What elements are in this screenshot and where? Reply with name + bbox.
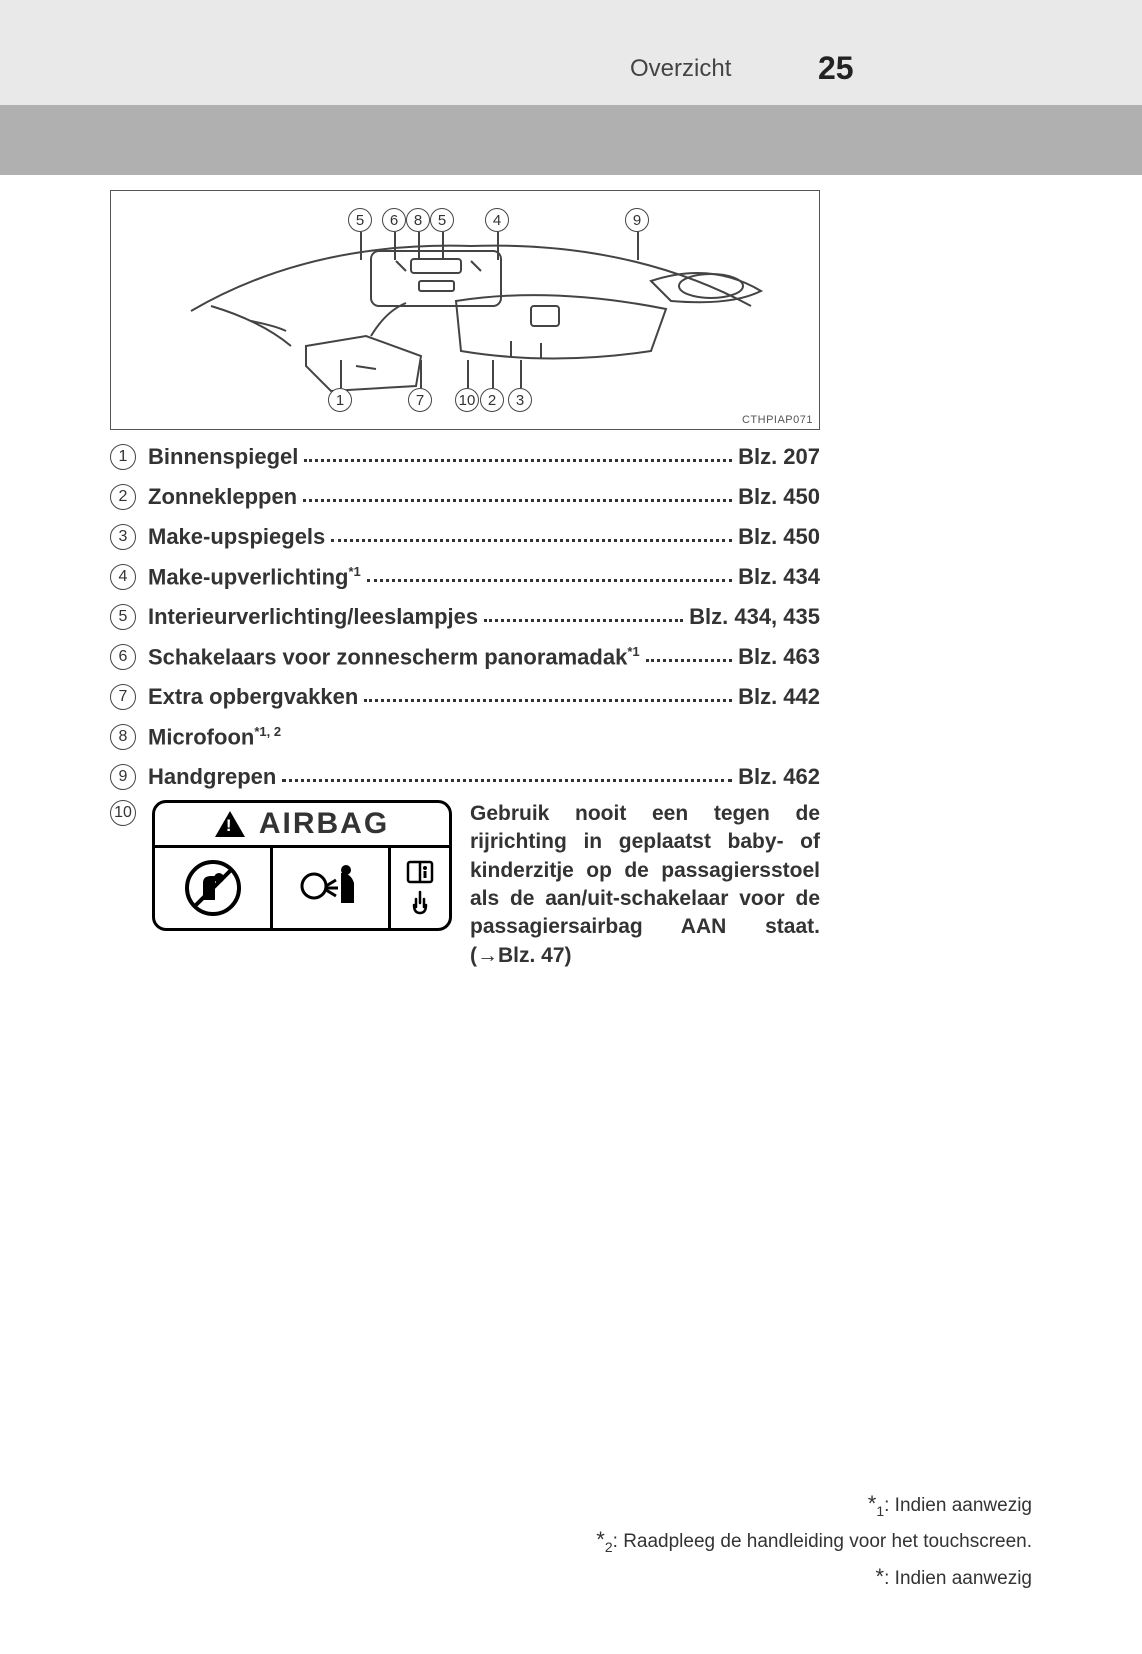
row-dots	[646, 650, 732, 662]
footnote: *2: Raadpleeg de handleiding voor het to…	[596, 1522, 1032, 1558]
header-bg	[0, 0, 1142, 105]
row-label: Interieurverlichting/leeslampjes	[148, 604, 478, 630]
gray-band	[0, 105, 1142, 175]
callout-line	[492, 360, 494, 388]
row-dots	[484, 610, 683, 622]
row-page: Blz. 434	[738, 564, 820, 590]
airbag-title: AIRBAG	[155, 803, 449, 848]
row-dots	[282, 770, 732, 782]
footnotes: *1: Indien aanwezig*2: Raadpleeg de hand…	[596, 1486, 1032, 1594]
callout-7: 7	[408, 388, 432, 412]
row-label: Zonnekleppen	[148, 484, 297, 510]
manual-icon	[405, 859, 435, 885]
callout-line	[420, 360, 422, 388]
list-row: 4 Make-upverlichting*1 Blz. 434	[110, 560, 820, 594]
info-hand-icons	[391, 848, 449, 928]
row-label: Make-upverlichting*1	[148, 564, 361, 590]
row-page: Blz. 463	[738, 644, 820, 670]
callout-line	[418, 232, 420, 260]
row-num: 10	[110, 800, 136, 826]
superscript: *1	[627, 644, 639, 659]
airbag-warning-box: AIRBAG	[152, 800, 452, 931]
callout-8: 8	[406, 208, 430, 232]
airbag-row: 10 AIRBAG Gebruik nooit een tegen de rijri…	[110, 800, 820, 970]
callout-2: 2	[480, 388, 504, 412]
row-num: 1	[110, 444, 136, 470]
row-dots	[304, 450, 732, 462]
list-row: 9 Handgrepen Blz. 462	[110, 760, 820, 794]
list-row: 8 Microfoon*1, 2	[110, 720, 820, 754]
row-page: Blz. 434, 435	[689, 604, 820, 630]
page-number: 25	[818, 50, 854, 87]
row-dots	[367, 570, 732, 582]
row-label: Binnenspiegel	[148, 444, 298, 470]
callout-line	[520, 360, 522, 388]
callout-line	[442, 232, 444, 260]
list-row: 2 Zonnekleppen Blz. 450	[110, 480, 820, 514]
row-page: Blz. 207	[738, 444, 820, 470]
row-num: 7	[110, 684, 136, 710]
row-num: 6	[110, 644, 136, 670]
callout-5: 5	[348, 208, 372, 232]
diagram-code: CTHPIAP071	[742, 414, 813, 426]
callout-line	[394, 232, 396, 260]
callout-line	[360, 232, 362, 260]
callout-line	[467, 360, 469, 388]
footnote: *1: Indien aanwezig	[596, 1486, 1032, 1522]
row-num: 5	[110, 604, 136, 630]
warning-triangle-icon	[215, 811, 245, 837]
callout-line	[637, 232, 639, 260]
row-page: Blz. 442	[738, 684, 820, 710]
list-row: 1 Binnenspiegel Blz. 207	[110, 440, 820, 474]
callout-line	[340, 360, 342, 388]
airbag-title-text: AIRBAG	[259, 807, 389, 841]
airbag-icons	[155, 848, 449, 928]
row-label: Schakelaars voor zonnescherm panoramadak…	[148, 644, 640, 670]
row-page: Blz. 450	[738, 524, 820, 550]
section-title: Overzicht	[630, 55, 731, 83]
row-page: Blz. 462	[738, 764, 820, 790]
row-dots	[364, 690, 732, 702]
footnote: *: Indien aanwezig	[596, 1559, 1032, 1594]
list-row: 3 Make-upspiegels Blz. 450	[110, 520, 820, 554]
callout-5: 5	[430, 208, 454, 232]
list-row: 7 Extra opbergvakken Blz. 442	[110, 680, 820, 714]
airbag-deploy-icon	[273, 848, 391, 928]
callout-3: 3	[508, 388, 532, 412]
list-row: 5 Interieurverlichting/leeslampjes Blz. 43…	[110, 600, 820, 634]
callout-line	[497, 232, 499, 260]
hand-point-icon	[407, 889, 433, 917]
row-page: Blz. 450	[738, 484, 820, 510]
row-num: 2	[110, 484, 136, 510]
callout-4: 4	[485, 208, 509, 232]
no-rear-facing-seat-icon	[155, 848, 273, 928]
row-num: 4	[110, 564, 136, 590]
callout-1: 1	[328, 388, 352, 412]
callout-9: 9	[625, 208, 649, 232]
superscript: *1, 2	[254, 724, 281, 739]
superscript: *1	[348, 564, 360, 579]
callout-6: 6	[382, 208, 406, 232]
row-num: 9	[110, 764, 136, 790]
row-label: Extra opbergvakken	[148, 684, 358, 710]
row-label: Microfoon*1, 2	[148, 724, 281, 750]
row-dots	[303, 490, 732, 502]
row-label: Handgrepen	[148, 764, 276, 790]
row-num: 8	[110, 724, 136, 750]
row-label: Make-upspiegels	[148, 524, 325, 550]
row-dots	[331, 530, 732, 542]
airbag-warning-text: Gebruik nooit een tegen de rijrichting i…	[470, 800, 820, 970]
list-row: 6 Schakelaars voor zonnescherm panoramada…	[110, 640, 820, 674]
item-list: 1 Binnenspiegel Blz. 207 2 Zonnekleppen Blz. …	[110, 440, 820, 970]
callout-10: 10	[455, 388, 479, 412]
row-num: 3	[110, 524, 136, 550]
